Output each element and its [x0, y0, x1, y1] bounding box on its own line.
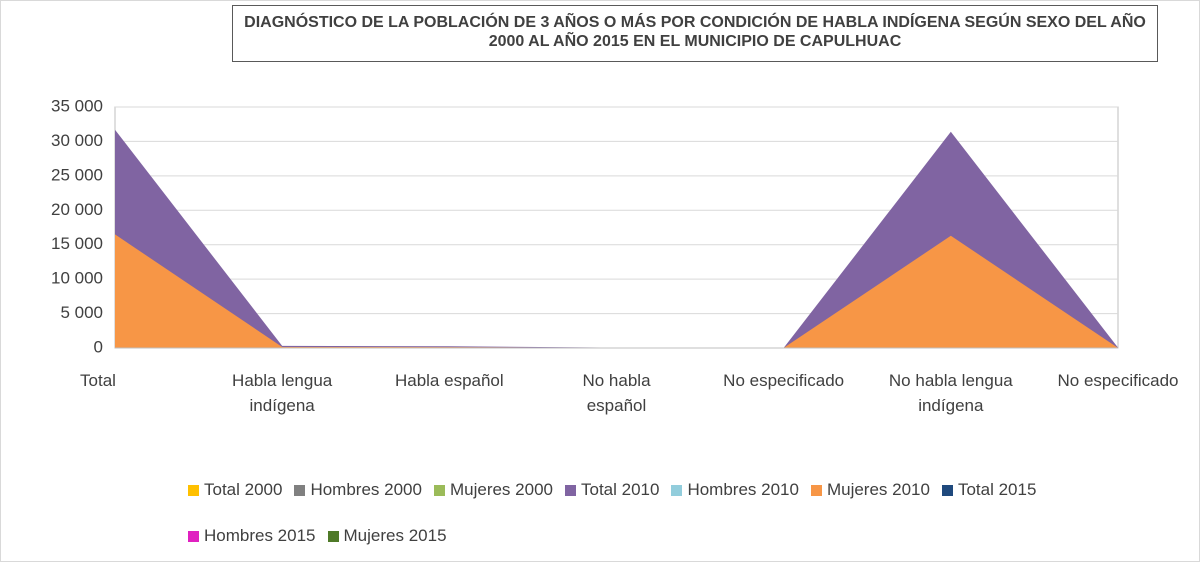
legend-label: Mujeres 2010 — [826, 480, 930, 499]
legend-label: Hombres 2010 — [687, 480, 799, 499]
legend-label: Mujeres 2000 — [449, 480, 553, 499]
y-tick-label: 25 000 — [51, 165, 103, 184]
legend-label: Hombres 2000 — [310, 480, 422, 499]
legend-label: Mujeres 2015 — [343, 526, 447, 545]
legend-item: Total 2015 — [941, 478, 1037, 502]
legend-swatch — [327, 530, 339, 542]
legend-item: Mujeres 2000 — [433, 478, 553, 502]
legend-item: Total 2010 — [564, 478, 660, 502]
legend-swatch — [188, 530, 199, 542]
y-tick-label: 10 000 — [51, 269, 103, 288]
x-tick-label: No especificado — [1057, 371, 1179, 390]
y-tick-label: 0 — [94, 337, 103, 356]
y-tick-label: 35 000 — [51, 96, 103, 115]
x-tick-label: Total — [80, 371, 116, 390]
legend-swatch — [810, 484, 822, 496]
legend-swatch — [671, 484, 683, 496]
legend-item: Hombres 2010 — [671, 478, 799, 502]
y-tick-label: 5 000 — [60, 303, 103, 322]
legend-swatch — [941, 484, 953, 496]
legend-label: Total 2010 — [580, 480, 660, 499]
chart-title: DIAGNÓSTICO DE LA POBLACIÓN DE 3 AÑOS O … — [232, 5, 1158, 62]
legend-label: Total 2015 — [957, 480, 1037, 499]
legend-item: Hombres 2015 — [188, 524, 316, 548]
x-tick-label: No habla español — [582, 371, 651, 415]
legend-item: Mujeres 2015 — [327, 524, 447, 548]
x-tick-label: Habla español — [394, 371, 504, 390]
legend-item: Mujeres 2010 — [810, 478, 930, 502]
x-tick-label: No especificado — [723, 371, 845, 390]
legend-swatch — [433, 484, 445, 496]
area — [115, 234, 1118, 348]
x-tick-label: No habla lengua indígena — [888, 371, 1013, 415]
legend-item: Total 2000 — [188, 478, 282, 502]
y-tick-label: 15 000 — [51, 234, 103, 253]
legend-label: Total 2000 — [204, 480, 283, 499]
legend-label: Hombres 2015 — [204, 526, 316, 545]
legend-item: Hombres 2000 — [294, 478, 422, 502]
y-tick-label: 30 000 — [51, 131, 103, 150]
legend: Total 2000 Hombres 2000 Mujeres 2000 Total … — [188, 478, 1058, 548]
x-tick-label: Habla lengua indígena — [232, 371, 333, 415]
legend-swatch — [564, 484, 576, 496]
legend-swatch — [188, 484, 199, 496]
y-tick-label: 20 000 — [51, 200, 103, 219]
legend-swatch — [294, 484, 306, 496]
